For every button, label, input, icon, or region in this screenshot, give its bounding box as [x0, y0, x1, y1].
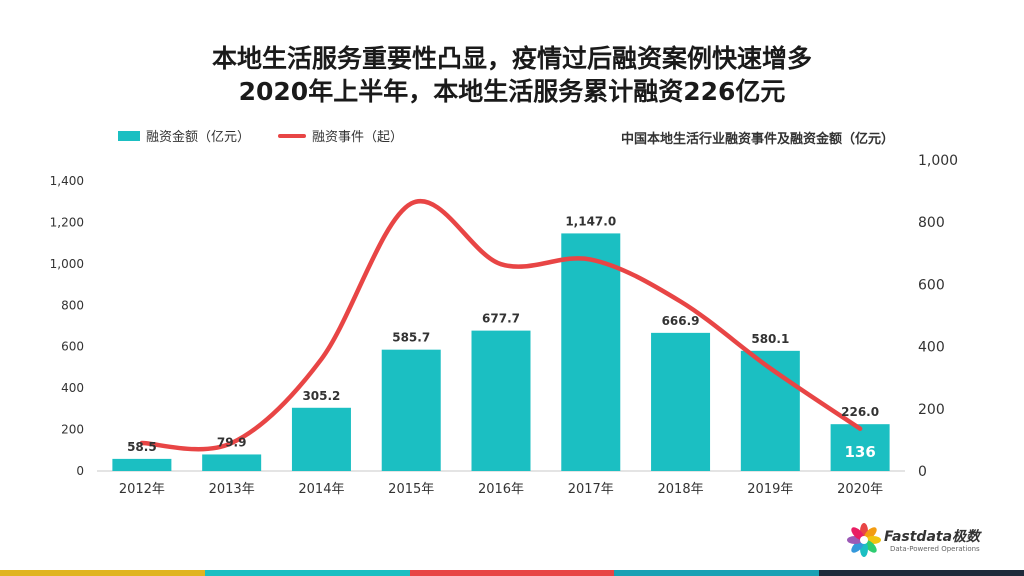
chart-legend: 融资金额（亿元） 融资事件（起）	[118, 126, 403, 145]
bottom-stripe	[409, 570, 615, 576]
left-axis-tick-label: 1,400	[50, 174, 84, 188]
brand-logo: Fastdata极数 Data-Powered Operations	[846, 520, 996, 560]
chart-title: 中国本地生活行业融资事件及融资金额（亿元）	[620, 132, 894, 147]
left-axis-tick-label: 600	[61, 340, 84, 354]
bar-funding-amount	[651, 332, 711, 471]
right-axis-tick-label: 400	[918, 340, 945, 356]
logo-name: Fastdata极数	[884, 529, 981, 545]
legend-bar-label: 融资金额（亿元）	[146, 130, 251, 145]
right-axis-tick-label: 1,000	[918, 153, 958, 169]
page-title: 本地生活服务重要性凸显，疫情过后融资案例快速增多	[211, 44, 812, 73]
bottom-stripe	[0, 570, 205, 576]
left-axis-tick-label: 0	[76, 464, 84, 478]
legend-line-swatch	[278, 133, 307, 138]
legend-line-label: 融资事件（起）	[312, 130, 404, 145]
logo-tagline: Data-Powered Operations	[890, 545, 980, 553]
bottom-color-bar	[0, 570, 1024, 576]
bottom-stripe	[819, 570, 1024, 576]
bar-value-label: 677.7	[482, 312, 520, 326]
right-axis-tick-label: 600	[918, 277, 945, 293]
bar-value-label: 580.1	[751, 332, 789, 346]
x-axis-tick-label: 2015年	[388, 482, 434, 497]
bar-funding-amount	[471, 330, 531, 471]
x-axis-tick-label: 2017年	[568, 482, 614, 497]
bar-value-label: 226.0	[841, 405, 879, 419]
right-axis-tick-label: 0	[918, 464, 927, 480]
bar-funding-amount	[202, 454, 262, 471]
bar-value-label: 1,147.0	[565, 214, 616, 228]
bottom-stripe	[204, 570, 410, 576]
left-axis-tick-label: 200	[61, 423, 84, 437]
right-axis-tick-label: 200	[918, 402, 945, 418]
left-axis-tick-label: 1,000	[50, 257, 84, 271]
legend-bar-swatch	[118, 130, 140, 141]
line-funding-events	[139, 198, 863, 452]
bar-value-label: 666.9	[662, 314, 700, 328]
x-axis-tick-label: 2014年	[298, 482, 344, 497]
bar-funding-amount	[830, 424, 890, 471]
bar-value-label: 79.9	[217, 435, 247, 449]
bar-value-label: 58.5	[127, 440, 157, 454]
bottom-stripe	[614, 570, 820, 576]
x-axis-tick-label: 2012年	[119, 482, 165, 497]
left-axis-tick-label: 800	[61, 298, 84, 312]
fastdata-flower-icon	[847, 523, 881, 557]
x-axis-tick-label: 2016年	[478, 482, 524, 497]
bar-funding-amount	[561, 233, 621, 471]
x-axis-tick-label: 2020年	[837, 482, 883, 497]
left-axis-tick-label: 400	[61, 381, 84, 395]
bar-funding-amount	[291, 407, 351, 471]
bar-funding-amount	[112, 458, 172, 471]
left-axis-tick-label: 1,200	[50, 215, 84, 229]
x-axis-tick-label: 2018年	[658, 482, 704, 497]
page-subtitle: 2020年上半年，本地生活服务累计融资226亿元	[238, 77, 786, 106]
bar-value-label: 305.2	[302, 389, 340, 403]
right-axis-tick-label: 800	[918, 215, 945, 231]
bar-value-label: 585.7	[392, 331, 430, 345]
bar-funding-amount	[381, 349, 441, 471]
x-axis-tick-label: 2019年	[747, 482, 793, 497]
x-axis-tick-label: 2013年	[209, 482, 255, 497]
line-value-label: 136	[844, 443, 875, 461]
